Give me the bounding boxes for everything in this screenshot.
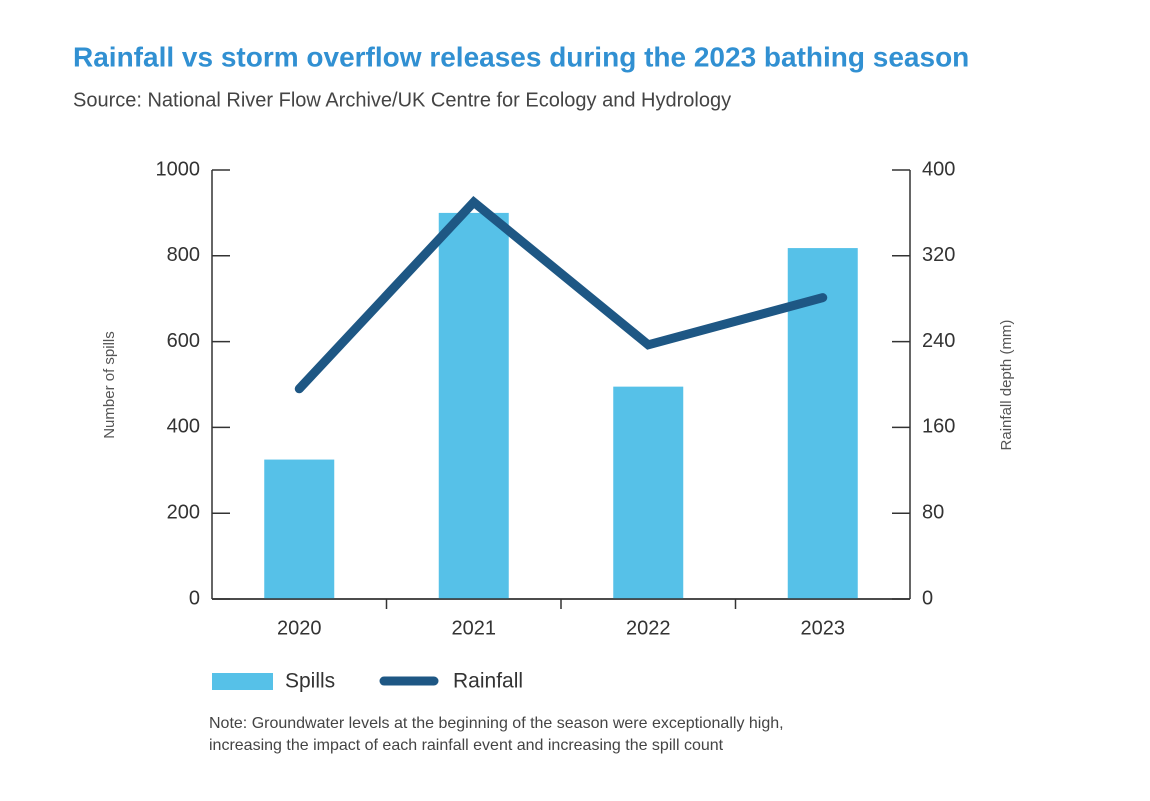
legend-swatch — [212, 673, 273, 690]
chart-subtitle: Source: National River Flow Archive/UK C… — [73, 89, 731, 111]
legend-label: Spills — [285, 670, 335, 693]
y-tick-label: 1000 — [156, 158, 201, 180]
y2-tick-label: 400 — [922, 158, 955, 180]
y-tick-label: 0 — [189, 587, 200, 609]
note: increasing the impact of each rainfall e… — [209, 737, 724, 754]
chart-title: Rainfall vs storm overflow releases duri… — [73, 41, 969, 72]
y2-tick-label: 80 — [922, 501, 944, 523]
note: Note: Groundwater levels at the beginnin… — [209, 715, 784, 732]
bar — [438, 212, 509, 599]
x-tick-label: 2022 — [626, 617, 671, 639]
legend-label: Rainfall — [453, 670, 523, 693]
y-tick-label: 400 — [167, 416, 200, 438]
x-tick-label: 2021 — [452, 617, 497, 639]
bar — [613, 386, 684, 599]
line — [294, 196, 828, 394]
y2-tick-label: 240 — [922, 330, 955, 352]
y2-tick-label: 160 — [922, 416, 955, 438]
y2-tick-label: 0 — [922, 587, 933, 609]
x-tick-label: 2020 — [277, 617, 322, 639]
y-tick-label: 200 — [167, 501, 200, 523]
y2-axis-label: Rainfall depth (mm) — [998, 320, 1015, 451]
x-tick-label: 2023 — [801, 617, 846, 639]
y-axis-label: Number of spills — [101, 331, 118, 439]
y-tick-label: 600 — [167, 330, 200, 352]
bar — [264, 459, 335, 599]
y-tick-label: 800 — [167, 244, 200, 266]
y2-tick-label: 320 — [922, 244, 955, 266]
